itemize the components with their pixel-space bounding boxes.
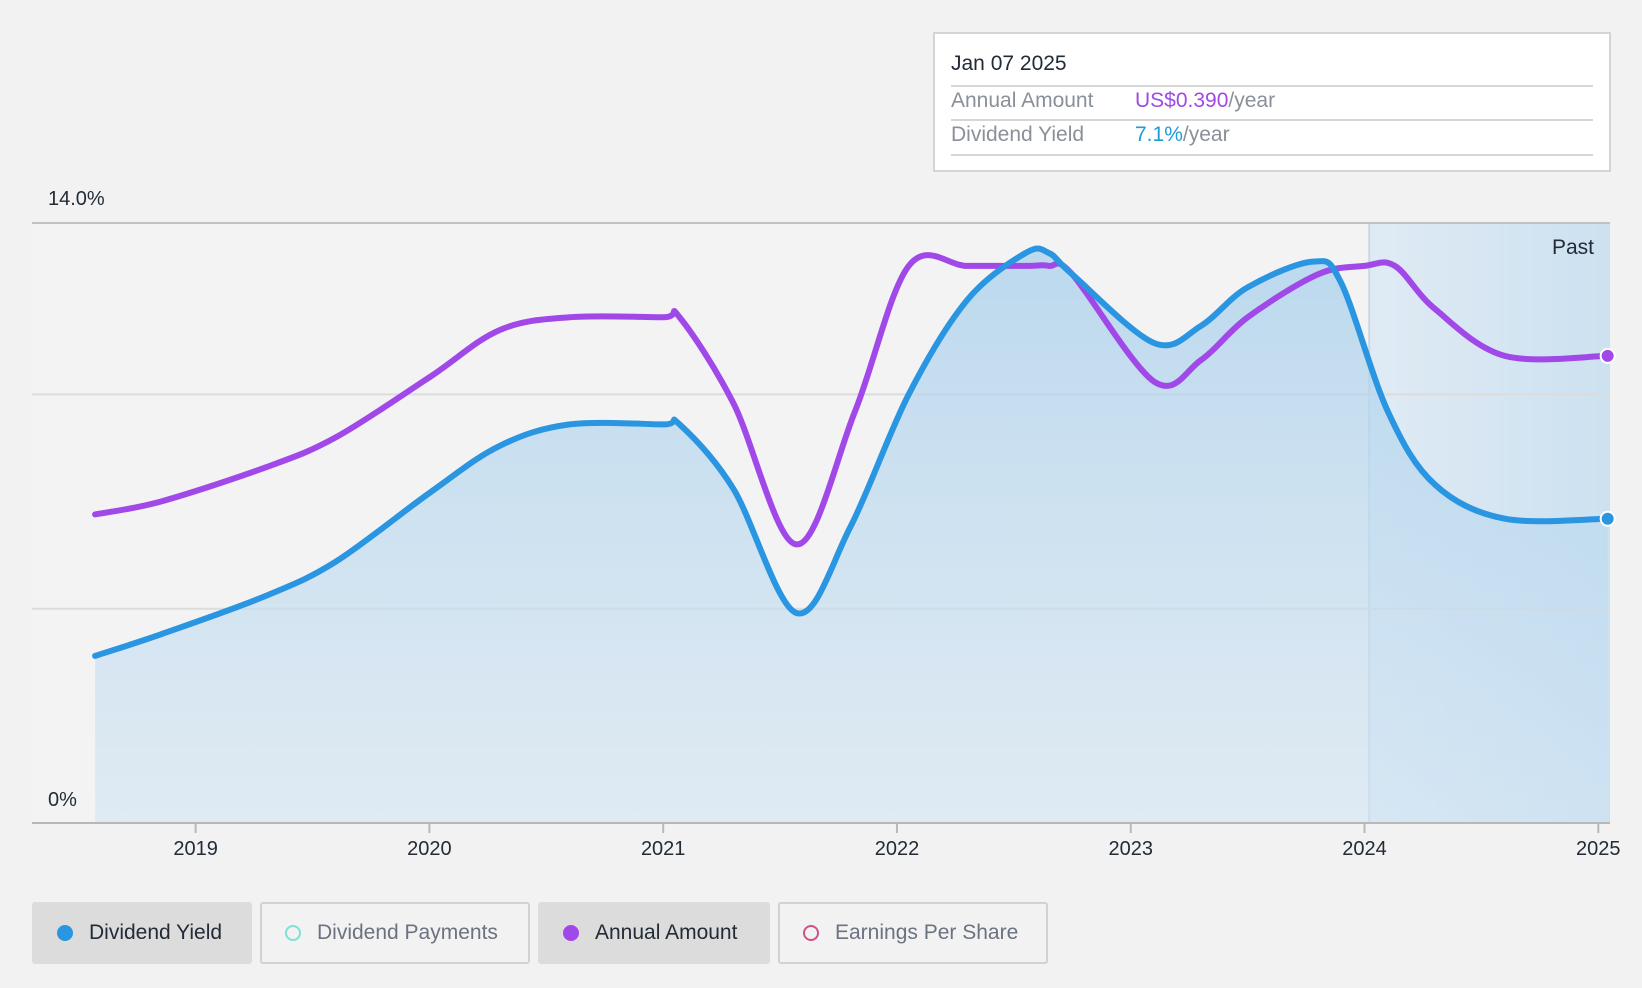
- tooltip-annual-amount-unit: /year: [1228, 89, 1276, 112]
- dividend-yield-area: [95, 248, 1608, 824]
- tooltip-divider: [951, 119, 1593, 121]
- past-label: Past: [1552, 236, 1594, 259]
- legend-label: Dividend Payments: [317, 921, 498, 944]
- tooltip-dividend-yield-label: Dividend Yield: [951, 123, 1085, 146]
- x-tick-label: 2025: [1576, 838, 1621, 860]
- dividend-payments-dot-icon: [285, 925, 301, 941]
- x-ticks: 2019 2020 2021 2022 2023 2024 2025: [173, 823, 1621, 860]
- tooltip-divider: [951, 85, 1593, 87]
- earnings-per-share-dot-icon: [803, 925, 819, 941]
- x-tick-label: 2023: [1109, 838, 1154, 860]
- tooltip-dividend-yield-value: 7.1%: [1135, 123, 1183, 146]
- tooltip-divider: [951, 154, 1593, 156]
- dividend-yield-end-point: [1599, 510, 1616, 527]
- legend-dividend-payments-button[interactable]: Dividend Payments: [260, 902, 530, 964]
- x-tick-label: 2020: [407, 838, 452, 860]
- annual-amount-dot-icon: [563, 925, 579, 941]
- tooltip-annual-amount-label: Annual Amount: [951, 89, 1094, 112]
- legend-label: Dividend Yield: [89, 921, 223, 944]
- tooltip-date: Jan 07 2025: [951, 52, 1067, 75]
- legend-dividend-yield-button[interactable]: Dividend Yield: [32, 902, 252, 964]
- legend-label: Annual Amount: [595, 921, 738, 944]
- tooltip: Jan 07 2025 Annual Amount US$0.390/year …: [933, 32, 1611, 172]
- legend-annual-amount-button[interactable]: Annual Amount: [538, 902, 770, 964]
- annual-amount-end-point: [1599, 347, 1616, 364]
- tooltip-annual-amount-value: US$0.390: [1135, 89, 1229, 112]
- annual-amount-line: [92, 252, 1611, 548]
- legend-label: Earnings Per Share: [835, 921, 1019, 944]
- x-tick-label: 2024: [1342, 838, 1387, 860]
- x-tick-label: 2022: [875, 838, 920, 860]
- y-axis-bottom-label: 0%: [48, 789, 77, 811]
- dividend-yield-dot-icon: [57, 925, 73, 941]
- legend-earnings-per-share-button[interactable]: Earnings Per Share: [778, 902, 1048, 964]
- x-tick-label: 2021: [641, 838, 686, 860]
- tooltip-dividend-yield-unit: /year: [1182, 123, 1230, 146]
- x-tick-label: 2019: [173, 838, 218, 860]
- y-axis-top-label: 14.0%: [48, 188, 105, 210]
- dividend-yield-line: [92, 245, 1611, 659]
